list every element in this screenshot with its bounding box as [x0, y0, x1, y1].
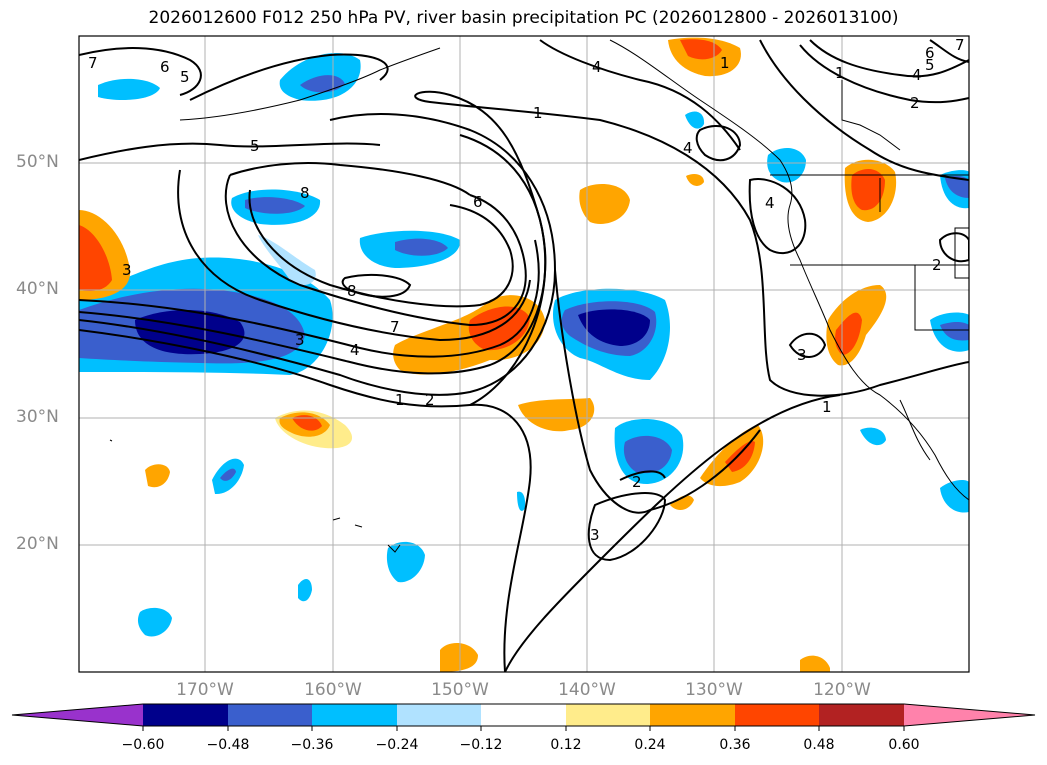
lon-label-140w: 140°W — [558, 680, 616, 700]
pv-label-1: 1 — [395, 391, 405, 409]
pv-label-1-north: 1 — [533, 104, 543, 122]
pv-label-3-south: 3 — [590, 526, 600, 544]
graticule — [79, 36, 969, 672]
pv-contour-labels: 1 2 3 4 5 6 7 8 8 1 4 4 4 3 1 3 2 3 5 6 … — [88, 36, 965, 544]
pv-label-5: 5 — [250, 137, 260, 155]
pv-label-2-east: 2 — [932, 256, 942, 274]
lat-label-40n: 40°N — [16, 279, 59, 299]
colorbar-tick-label: −0.36 — [290, 737, 334, 753]
colorbar-tick-label: 0.60 — [888, 737, 920, 753]
map-frame — [78, 35, 970, 673]
pv-label-4-ne: 4 — [912, 66, 922, 84]
pv-label-2: 2 — [425, 391, 435, 409]
colorbar-segment — [228, 704, 312, 726]
lat-label-50n: 50°N — [16, 152, 59, 172]
pv-label-6: 6 — [473, 193, 483, 211]
pv-label-7: 7 — [390, 318, 400, 336]
colorbar-ticks — [142, 726, 905, 731]
lon-label-130w: 130°W — [685, 680, 743, 700]
colorbar-extend-high — [904, 704, 1035, 726]
pv-label-8b: 8 — [300, 184, 310, 202]
colorbar-tick-label: 0.24 — [634, 737, 666, 753]
pv-label-1-east: 1 — [822, 398, 832, 416]
lon-label-120w: 120°W — [813, 680, 871, 700]
pv-label-2-south: 2 — [632, 473, 642, 491]
colorbar-tick-label: 0.36 — [719, 737, 751, 753]
lat-label-20n: 20°N — [16, 534, 59, 554]
pv-label-4-coast: 4 — [683, 139, 693, 157]
colorbar-segment — [481, 704, 566, 726]
colorbar-tick-label: 0.12 — [550, 737, 582, 753]
pv-label-7-ne: 7 — [955, 36, 965, 54]
colorbar-segment — [397, 704, 481, 726]
pv-label-5-north: 5 — [180, 68, 190, 86]
colorbar-extend-low — [12, 704, 143, 726]
pv-contours — [79, 39, 969, 672]
colorbar-tick-label: −0.48 — [206, 737, 250, 753]
pv-label-4-east: 4 — [765, 194, 775, 212]
pv-label-4: 4 — [350, 341, 360, 359]
colorbar-tick-label: 0.48 — [803, 737, 835, 753]
pv-label-7-north: 7 — [88, 54, 98, 72]
colorbar-tick-label: −0.12 — [459, 737, 503, 753]
colorbar-tick-label: −0.24 — [375, 737, 419, 753]
coastlines — [109, 39, 969, 553]
lon-label-160w: 160°W — [304, 680, 362, 700]
lon-label-150w: 150°W — [431, 680, 489, 700]
colorbar-segment — [819, 704, 904, 726]
pv-label-6-north: 6 — [160, 58, 170, 76]
lat-label-30n: 30°N — [16, 407, 59, 427]
colorbar-segment — [650, 704, 735, 726]
pv-label-3: 3 — [295, 331, 305, 349]
pv-label-3-west: 3 — [122, 261, 132, 279]
pv-label-1-top: 1 — [720, 54, 730, 72]
colorbar-segment — [735, 704, 819, 726]
colorbar-segment — [143, 704, 228, 726]
colorbar-tick-label: −0.60 — [121, 737, 165, 753]
pv-label-6-ne: 6 — [925, 44, 935, 62]
pv-label-2-ne: 2 — [910, 94, 920, 112]
colorbar — [11, 703, 1036, 731]
colorbar-segment — [312, 704, 397, 726]
lon-label-170w: 170°W — [176, 680, 234, 700]
pv-label-4-north: 4 — [592, 58, 602, 76]
pv-label-1-ne: 1 — [835, 64, 845, 82]
colorbar-segment — [566, 704, 650, 726]
page-title: 2026012600 F012 250 hPa PV, river basin … — [148, 8, 899, 28]
pv-label-3-east: 3 — [797, 346, 807, 364]
pv-label-8: 8 — [347, 282, 357, 300]
pv-label-5-ne: 5 — [925, 56, 935, 74]
